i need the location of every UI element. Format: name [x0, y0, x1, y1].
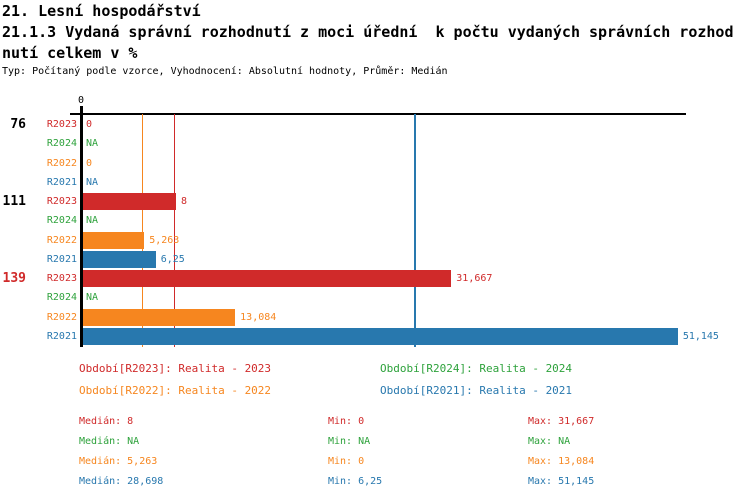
summary-median: Medián: 8	[79, 416, 134, 427]
series-label: R2022	[46, 312, 77, 323]
bar	[83, 251, 156, 268]
bar	[83, 193, 177, 210]
legend-item-r2023: Období[R2023]: Realita - 2023	[79, 362, 272, 375]
series-label: R2024	[46, 292, 77, 303]
bar	[83, 328, 678, 345]
median-line-r2022	[141, 114, 144, 347]
series-label: R2021	[46, 254, 77, 265]
summary-median: Medián: 28,698	[79, 476, 164, 487]
group-label: 139	[2, 271, 26, 286]
bar	[83, 232, 145, 249]
series-label: R2023	[46, 196, 77, 207]
summary-min: Min: 0	[328, 416, 365, 427]
summary-median: Medián: NA	[79, 436, 140, 447]
summary-max: Max: NA	[528, 436, 571, 447]
series-label: R2021	[46, 177, 77, 188]
series-label: R2023	[46, 119, 77, 130]
legend-item-r2024: Období[R2024]: Realita - 2024	[380, 362, 573, 375]
series-label: R2024	[46, 138, 77, 149]
summary-min: Min: 0	[328, 456, 365, 467]
x-axis-zero-label: 0	[77, 95, 85, 106]
bar	[83, 270, 452, 287]
series-label: R2024	[46, 215, 77, 226]
page-title: 21. Lesní hospodářství	[2, 2, 201, 20]
series-label: R2023	[46, 273, 77, 284]
group-label: 76	[10, 117, 26, 132]
bar-value-label: 6,25	[160, 254, 185, 265]
series-label: R2021	[46, 331, 77, 342]
indicator-title-wrap: nutí celkem v %	[2, 44, 138, 62]
indicator-title: 21.1.3 Vydaná správní rozhodnutí z moci …	[2, 23, 734, 41]
bar-value-label: NA	[86, 138, 99, 149]
bar-value-label: 31,667	[456, 273, 493, 284]
median-line-r2023	[173, 114, 176, 347]
summary-max: Max: 31,667	[528, 416, 595, 427]
summary-min: Min: NA	[328, 436, 371, 447]
bar-value-label: 0	[86, 158, 93, 169]
bar	[83, 309, 236, 326]
bar-value-label: 51,145	[682, 331, 719, 342]
bar-value-label: 5,263	[149, 235, 180, 246]
y-axis-line	[80, 113, 83, 347]
bar-value-label: 8	[181, 196, 188, 207]
series-label: R2022	[46, 235, 77, 246]
legend-item-r2022: Období[R2022]: Realita - 2022	[79, 384, 272, 397]
bar-value-label: NA	[86, 215, 99, 226]
indicator-meta: Typ: Počítaný podle vzorce, Vyhodnocení:…	[2, 66, 448, 77]
summary-max: Max: 13,084	[528, 456, 595, 467]
series-label: R2022	[46, 158, 77, 169]
x-axis-zero-tick	[80, 106, 83, 113]
group-label: 111	[2, 194, 26, 209]
bar-value-label: NA	[86, 177, 99, 188]
summary-max: Max: 51,145	[528, 476, 595, 487]
summary-median: Medián: 5,263	[79, 456, 158, 467]
legend-item-r2021: Období[R2021]: Realita - 2021	[380, 384, 573, 397]
bar-value-label: 0	[86, 119, 93, 130]
x-axis-line	[70, 113, 686, 115]
median-line-r2021	[414, 114, 416, 347]
summary-min: Min: 6,25	[328, 476, 383, 487]
bar-value-label: 13,084	[240, 312, 277, 323]
bar-value-label: NA	[86, 292, 99, 303]
